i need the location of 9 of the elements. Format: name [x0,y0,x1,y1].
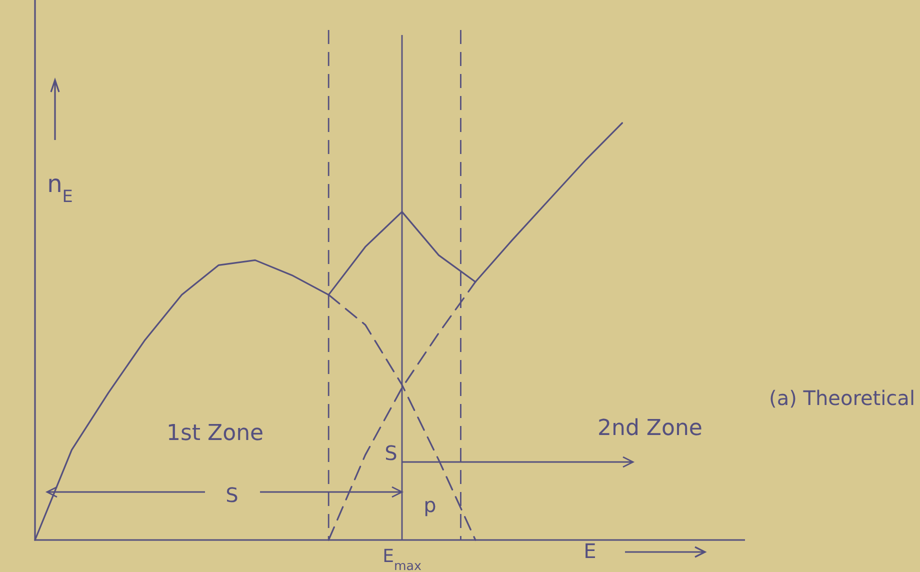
annotation: S [226,483,238,507]
x-axis-title: E [584,539,596,563]
text: (a) Theoretical [769,386,915,410]
annotation: S [384,441,398,465]
y-axis-title: n$_{E}$ [47,170,73,206]
annotation: 2nd Zone [598,416,702,441]
annotation: p [424,493,436,517]
annotation: 1st Zone [166,421,264,446]
text: E$_{max}$ [382,546,422,572]
